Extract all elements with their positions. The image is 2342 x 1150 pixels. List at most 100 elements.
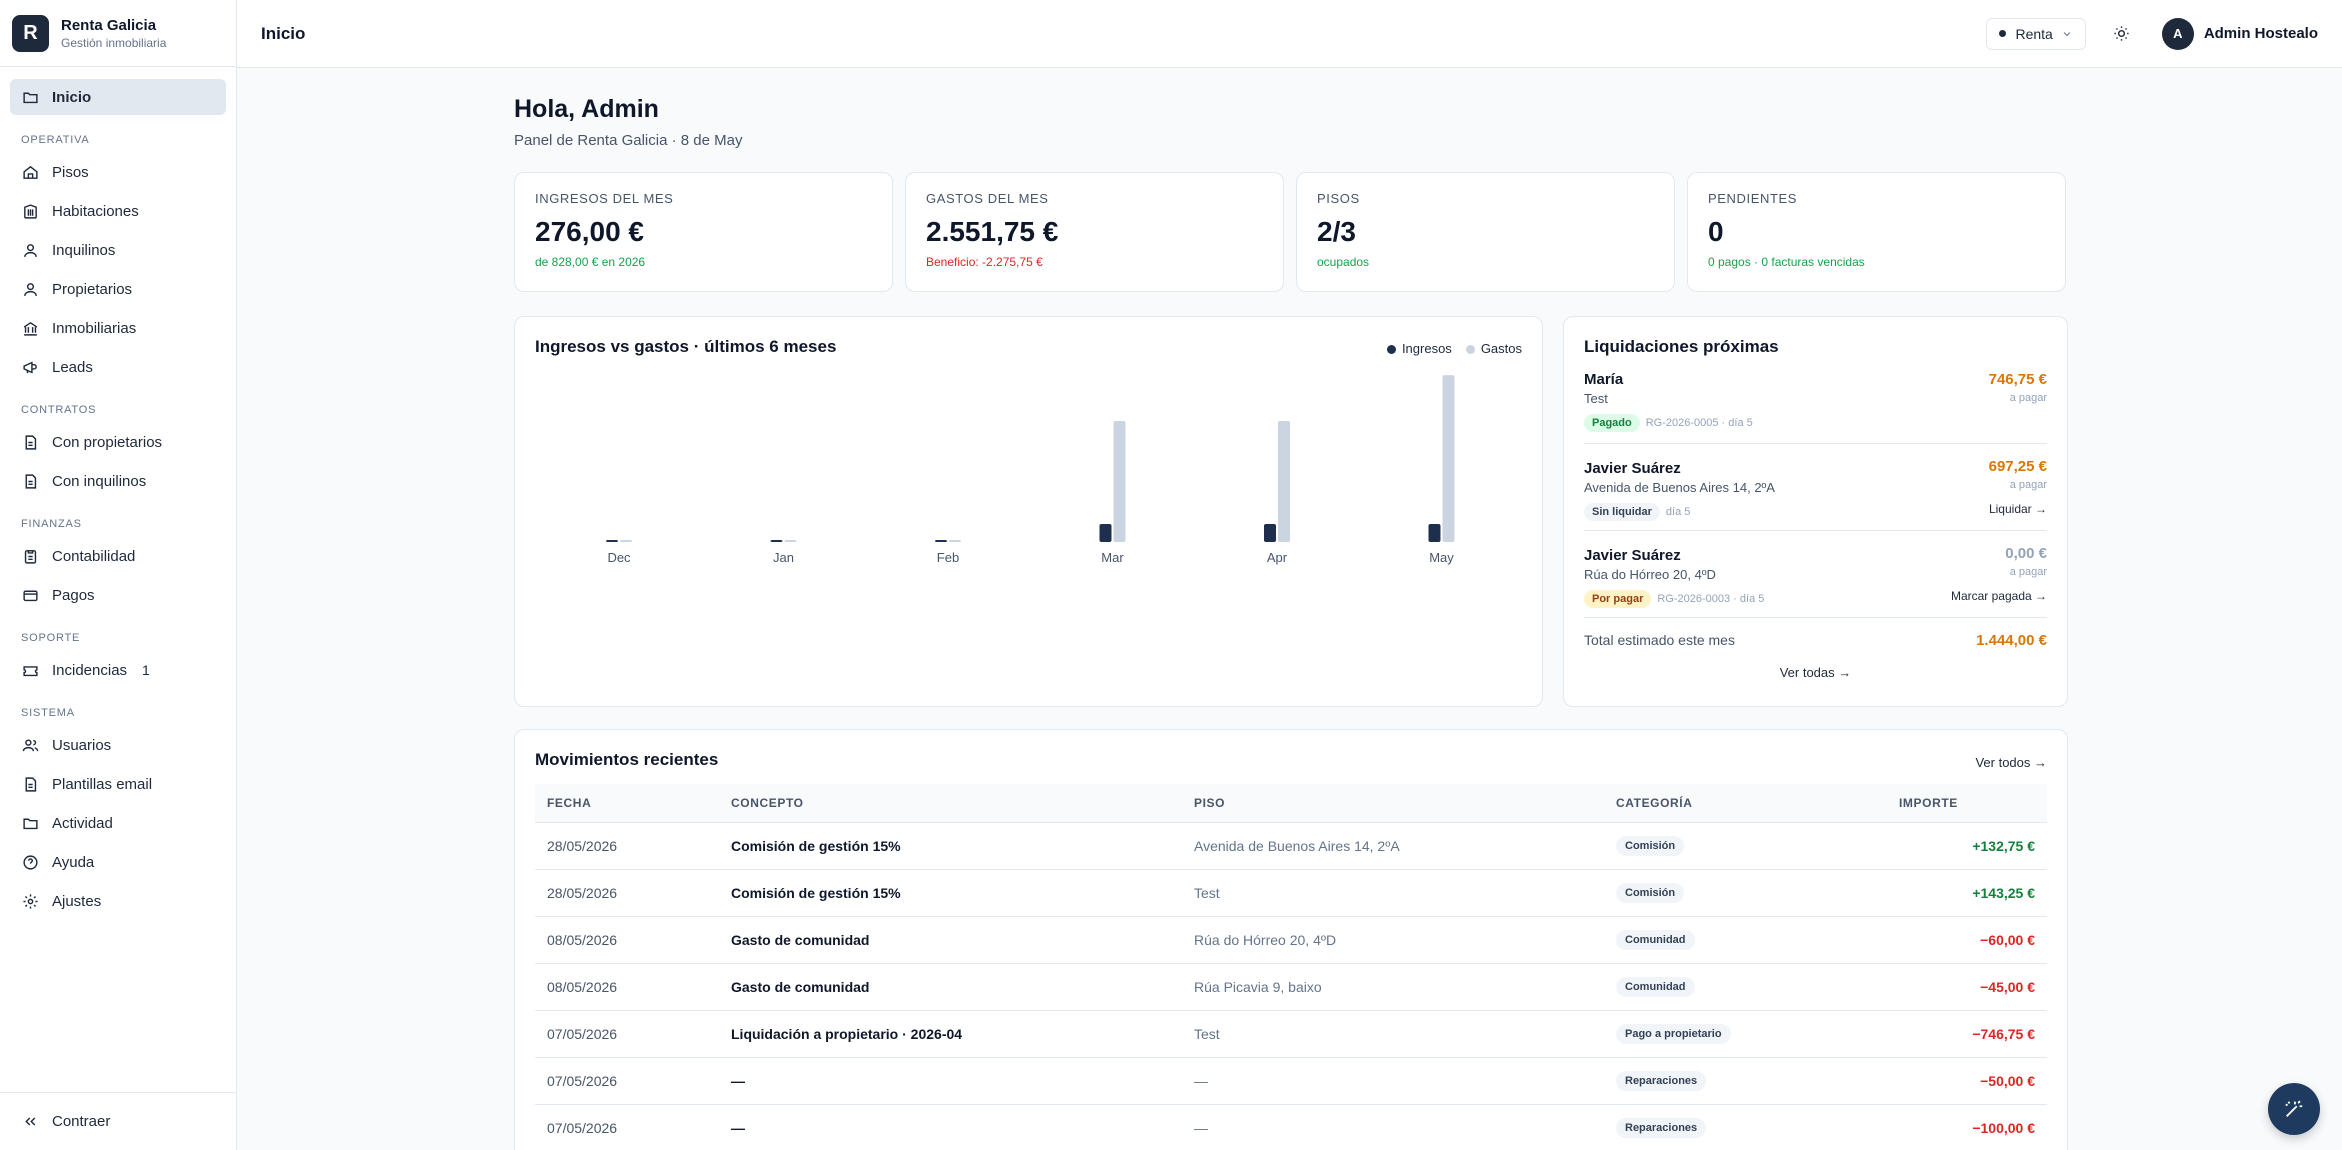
sidebar-item-actividad[interactable]: Actividad: [10, 805, 226, 841]
cell-concepto: —: [719, 1104, 1182, 1150]
sidebar-item-label: Actividad: [52, 814, 113, 832]
liquidaciones-total: Total estimado este mes 1.444,00 €: [1584, 618, 2047, 649]
category-badge: Reparaciones: [1616, 1117, 1707, 1138]
cell-piso: Avenida de Buenos Aires 14, 2ºA: [1182, 822, 1604, 870]
liquidacion-action-link[interactable]: Marcar pagada →: [1950, 589, 2047, 603]
mode-dot: [1999, 30, 2007, 37]
ticket-icon: [23, 665, 38, 676]
table-row[interactable]: 07/05/2026— — Reparaciones −50,00 €: [535, 1057, 2047, 1105]
mode-select[interactable]: Renta: [1986, 17, 2086, 50]
brand-logo: R: [12, 14, 49, 52]
bar-chart: Dec Jan Feb Mar Apr May: [606, 375, 1455, 565]
table-row[interactable]: 07/05/2026 Liquidación a propietario · 20…: [535, 1010, 2047, 1058]
column-header[interactable]: FECHA: [535, 784, 719, 823]
liquidacion-meta: Pagado RG-2026-0005 · día 5: [1584, 414, 2047, 432]
cell-fecha: 28/05/2026: [535, 822, 719, 870]
liquidacion-amount-sub: a pagar: [2009, 392, 2047, 404]
kpi-note: Beneficio: -2.275,75 €: [926, 255, 1043, 269]
column-header[interactable]: CATEGORÍA: [1604, 784, 1887, 823]
table-row[interactable]: 28/05/2026 Comisión de gestión 15% Avenida…: [535, 822, 2047, 870]
cell-concepto: Comisión de gestión 15%: [719, 822, 1182, 870]
liquidacion-name: Javier Suárez: [1584, 547, 1681, 564]
category-badge: Comunidad: [1616, 929, 1695, 950]
column-header[interactable]: IMPORTE: [1887, 784, 2047, 823]
sidebar-item-label: Ajustes: [52, 892, 102, 910]
topbar: Inicio Renta A Admin Hostealo: [237, 0, 2342, 68]
sidebar-item-label: Inicio: [52, 88, 92, 106]
movimientos-title: Movimientos recientes: [535, 750, 719, 769]
sidebar-item-label: Leads: [52, 358, 93, 376]
kpi-label: GASTOS DEL MES: [926, 191, 1049, 206]
sidebar-item-inicio[interactable]: Inicio: [10, 79, 226, 115]
sidebar-item-ajustes[interactable]: Ajustes: [10, 883, 226, 919]
collapse-label: Contraer: [52, 1113, 111, 1130]
user-menu[interactable]: A Admin Hostealo: [2161, 17, 2318, 50]
bar-ingresos-may: [1428, 523, 1441, 542]
legend-label: Gastos: [1480, 341, 1522, 356]
cell-fecha: 07/05/2026: [535, 1057, 719, 1105]
sidebar-item-label: Plantillas email: [52, 775, 153, 793]
sidebar-item-inmobiliarias[interactable]: Inmobiliarias: [10, 310, 226, 346]
cell-importe: +132,75 €: [1887, 822, 2047, 870]
theme-toggle-button[interactable]: [2106, 18, 2138, 50]
kpi-card: INGRESOS DEL MES 276,00 € de 828,00 € en 2…: [514, 172, 893, 292]
sidebar-item-con-inquilinos[interactable]: Con inquilinos: [10, 463, 226, 499]
sidebar-item-con-propietarios[interactable]: Con propietarios: [10, 424, 226, 460]
kpi-note: de 828,00 € en 2026: [535, 255, 646, 269]
greeting-subtitle: Panel de Renta Galicia · 8 de May: [514, 132, 743, 149]
liquidacion-amount-sub: a pagar: [2009, 479, 2047, 491]
users-icon: [22, 738, 39, 751]
nav-section-title: SOPORTE: [21, 632, 81, 644]
table-row[interactable]: 08/05/2026 Gasto de comunidad Rúa Picavia …: [535, 963, 2047, 1011]
page-title: Inicio: [261, 23, 306, 43]
category-badge: Comisión: [1616, 835, 1685, 856]
table-row[interactable]: 08/05/2026 Gasto de comunidad Rúa do Hórre…: [535, 916, 2047, 964]
sidebar-item-pagos[interactable]: Pagos: [10, 577, 226, 613]
sidebar-item-ayuda[interactable]: Ayuda: [10, 844, 226, 880]
movimientos-table: FECHA CONCEPTO PISO CATEGORÍA IMPORTE 28/05/…: [535, 784, 2047, 1150]
brand[interactable]: R Renta Galicia Gestión inmobiliaria: [0, 0, 236, 67]
cell-piso: Test: [1182, 1010, 1604, 1058]
cell-fecha: 07/05/2026: [535, 1010, 719, 1058]
sidebar-item-propietarios[interactable]: Propietarios: [10, 271, 226, 307]
x-tick-label: Apr: [1267, 550, 1288, 565]
status-badge: Por pagar: [1584, 590, 1652, 608]
sidebar-item-incidencias[interactable]: Incidencias 1: [10, 652, 226, 688]
sidebar-item-inquilinos[interactable]: Inquilinos: [10, 232, 226, 268]
sidebar-item-usuarios[interactable]: Usuarios: [10, 727, 226, 763]
sidebar: R Renta Galicia Gestión inmobiliaria Ini…: [0, 0, 237, 1150]
sidebar-item-habitaciones[interactable]: Habitaciones: [10, 193, 226, 229]
cell-concepto: Comisión de gestión 15%: [719, 869, 1182, 917]
sidebar-item-plantillas-email[interactable]: Plantillas email: [10, 766, 226, 802]
liquidacion-amount: 0,00 €: [2005, 545, 2047, 562]
legend-label: Ingresos: [1401, 341, 1452, 356]
kpi-row: INGRESOS DEL MES 276,00 € de 828,00 € en 2…: [514, 172, 2068, 292]
liquidacion-item[interactable]: María Test 746,75 € a pagar Pagado RG-2026-00…: [1584, 357, 2047, 444]
column-header[interactable]: PISO: [1182, 784, 1604, 823]
sidebar-item-contabilidad[interactable]: Contabilidad: [10, 538, 226, 574]
table-row[interactable]: 28/05/2026 Comisión de gestión 15% Test Com…: [535, 869, 2047, 917]
category-badge: Comisión: [1616, 882, 1685, 903]
liquidacion-action-link[interactable]: Liquidar →: [1988, 502, 2047, 516]
sidebar-item-label: Ayuda: [52, 853, 95, 871]
see-all-movimientos-link[interactable]: Ver todos →: [1975, 755, 2047, 770]
liquidaciones-card: Liquidaciones próximas María Test 746,75 €…: [1563, 316, 2068, 707]
assistant-fab-button[interactable]: [2268, 1083, 2320, 1135]
kpi-label: PENDIENTES: [1708, 191, 1798, 206]
folder-icon: [23, 818, 38, 829]
table-row[interactable]: 07/05/2026— — Reparaciones −100,00 €: [535, 1104, 2047, 1150]
liquidacion-item[interactable]: Javier Suárez Avenida de Buenos Aires 14,…: [1584, 444, 2047, 531]
column-header[interactable]: CONCEPTO: [719, 784, 1182, 823]
bar-gastos-apr: [1278, 421, 1290, 542]
sun-icon: [2114, 26, 2129, 41]
cell-categoria: Comisión: [1604, 869, 1887, 917]
liquidacion-item[interactable]: Javier Suárez Rúa do Hórreo 20, 4ºD 0,00 €…: [1584, 531, 2047, 618]
sidebar-item-label: Usuarios: [52, 736, 112, 754]
kpi-note: ocupados: [1317, 255, 1370, 269]
see-all-liquidaciones-link[interactable]: Ver todas →: [1779, 665, 1852, 680]
collapse-button[interactable]: Contraer: [0, 1092, 236, 1150]
sidebar-item-leads[interactable]: Leads: [10, 349, 226, 385]
sidebar-item-pisos[interactable]: Pisos: [10, 154, 226, 190]
category-badge: Comunidad: [1616, 976, 1695, 997]
gear-icon: [23, 893, 38, 909]
